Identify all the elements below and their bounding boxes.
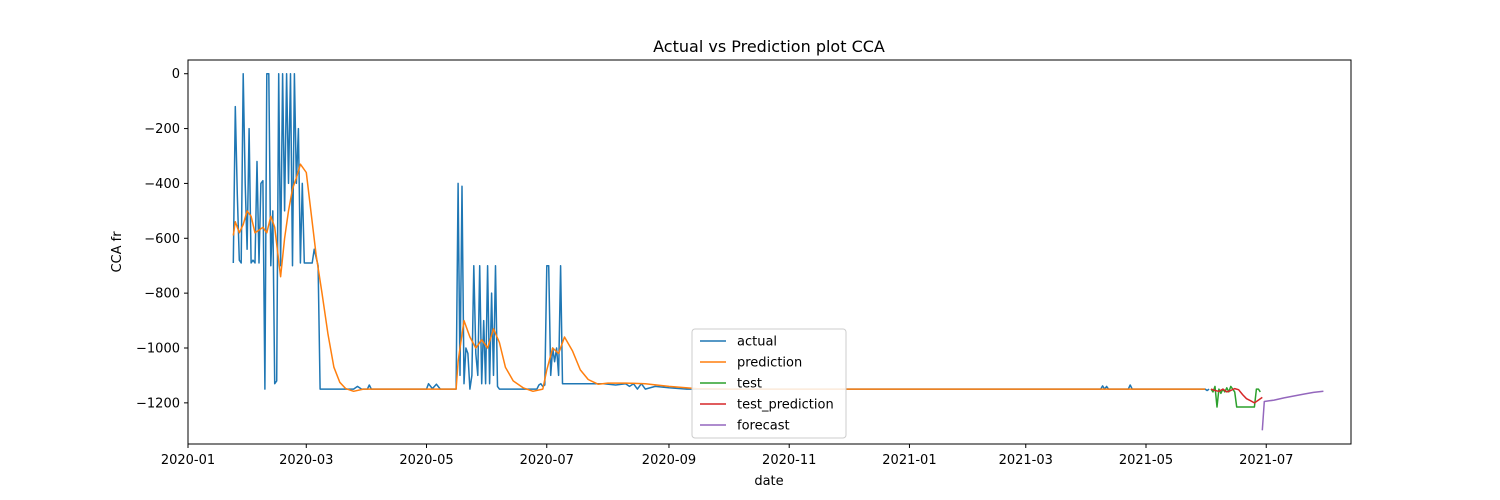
y-tick-label: 0 bbox=[172, 67, 180, 82]
y-tick-label: −600 bbox=[144, 232, 180, 247]
x-tick-label: 2021-01 bbox=[882, 453, 936, 468]
y-tick-label: −800 bbox=[144, 287, 180, 302]
legend-label-prediction: prediction bbox=[737, 356, 802, 371]
x-tick-label: 2020-05 bbox=[399, 453, 453, 468]
legend-box bbox=[691, 328, 847, 439]
chart-title: Actual vs Prediction plot CCA bbox=[653, 37, 885, 56]
legend-label-test: test bbox=[737, 377, 762, 392]
legend: actual prediction test test_predictionforec… bbox=[691, 328, 847, 439]
series-layer bbox=[232, 72, 1324, 431]
legend-label-forecast: forecast bbox=[737, 419, 790, 434]
x-tick-label: 2020-07 bbox=[520, 453, 574, 468]
y-tick-label: −200 bbox=[144, 122, 180, 137]
x-tick-label: 2020-03 bbox=[279, 453, 333, 468]
x-tick-label: 2021-07 bbox=[1239, 453, 1293, 468]
y-tick-label: −400 bbox=[144, 177, 180, 192]
x-tick-label: 2021-03 bbox=[999, 453, 1053, 468]
y-tick-label: −1200 bbox=[136, 396, 180, 411]
series-line-actual bbox=[232, 72, 1210, 392]
legend-label-test-prediction: test_prediction bbox=[737, 398, 834, 413]
legend-label-actual: actual bbox=[737, 335, 777, 350]
series-line-test bbox=[1210, 385, 1261, 408]
x-tick-label: 2020-09 bbox=[642, 453, 696, 468]
plot-frame bbox=[187, 59, 1352, 445]
y-axis: 0 −200 −400 −600 −800 −1000 −1200 bbox=[136, 67, 188, 411]
x-axis-label: date bbox=[754, 474, 783, 489]
x-tick-label: 2020-11 bbox=[762, 453, 816, 468]
y-tick-label: −1000 bbox=[136, 342, 180, 357]
x-axis: 2020-01 2020-03 2020-05 2020-07 2020-09 2020-… bbox=[161, 444, 1293, 468]
x-tick-label: 2021-05 bbox=[1119, 453, 1173, 468]
series-line-test-prediction bbox=[1210, 387, 1263, 404]
y-axis-label: CCA fr bbox=[110, 231, 125, 273]
x-tick-label: 2020-01 bbox=[161, 453, 215, 468]
series-line-prediction bbox=[232, 163, 1206, 393]
series-line-forecast bbox=[1261, 390, 1324, 431]
